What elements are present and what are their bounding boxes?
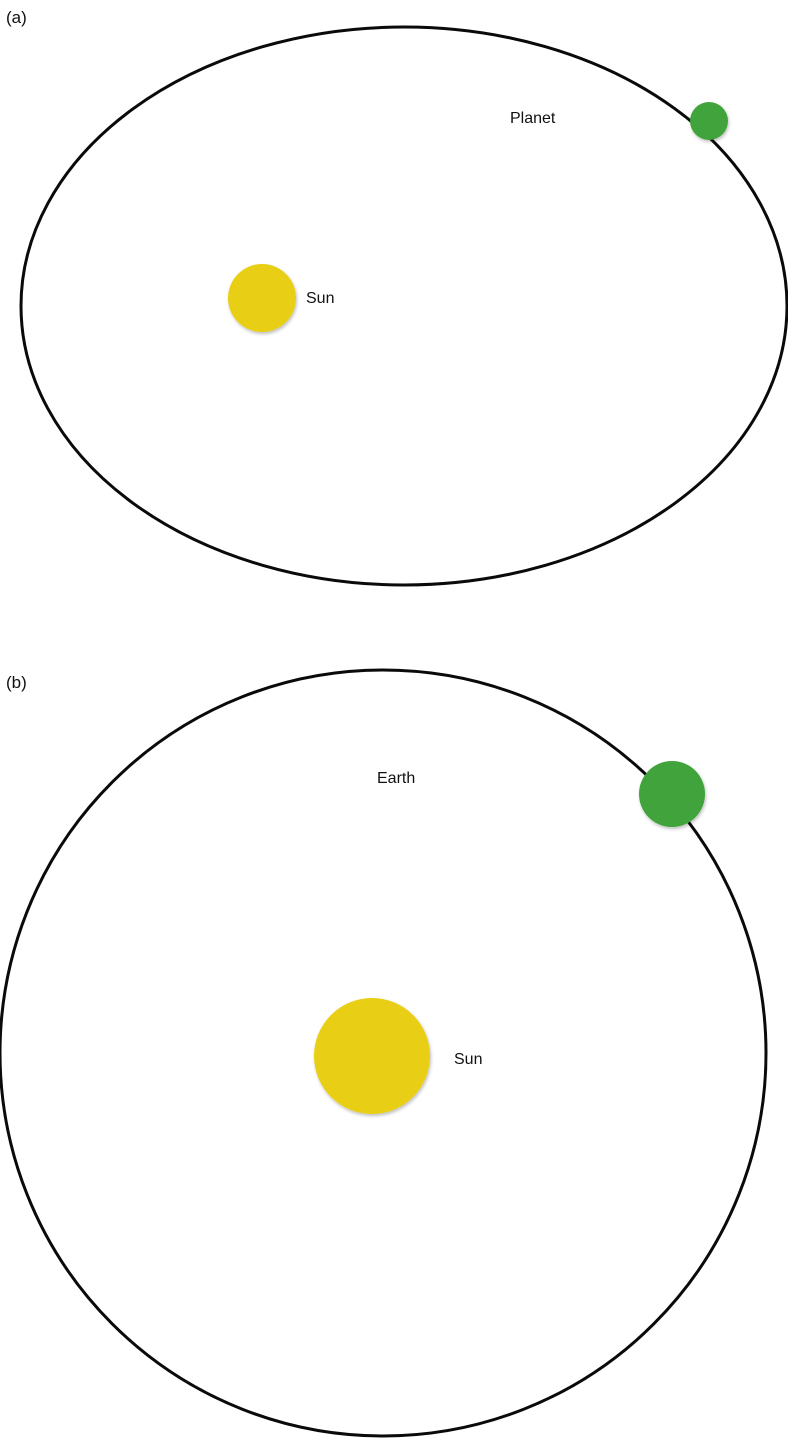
planet-label-a: Planet (510, 110, 556, 127)
elliptical-orbit (19, 25, 788, 587)
sun-label-a: Sun (306, 290, 334, 307)
circular-orbit (0, 668, 768, 1438)
earth-circle-b (639, 761, 705, 827)
panel-b-label: (b) (6, 673, 27, 692)
panel-b: (b) Sun Earth (0, 668, 768, 1438)
sun-circle-b (314, 998, 430, 1114)
planet-circle-a (690, 102, 728, 140)
panel-a-label: (a) (6, 8, 27, 27)
earth-label-b: Earth (377, 770, 415, 787)
sun-label-b: Sun (454, 1051, 482, 1068)
panel-a: (a) Sun Planet (6, 8, 788, 587)
sun-circle-a (228, 264, 296, 332)
